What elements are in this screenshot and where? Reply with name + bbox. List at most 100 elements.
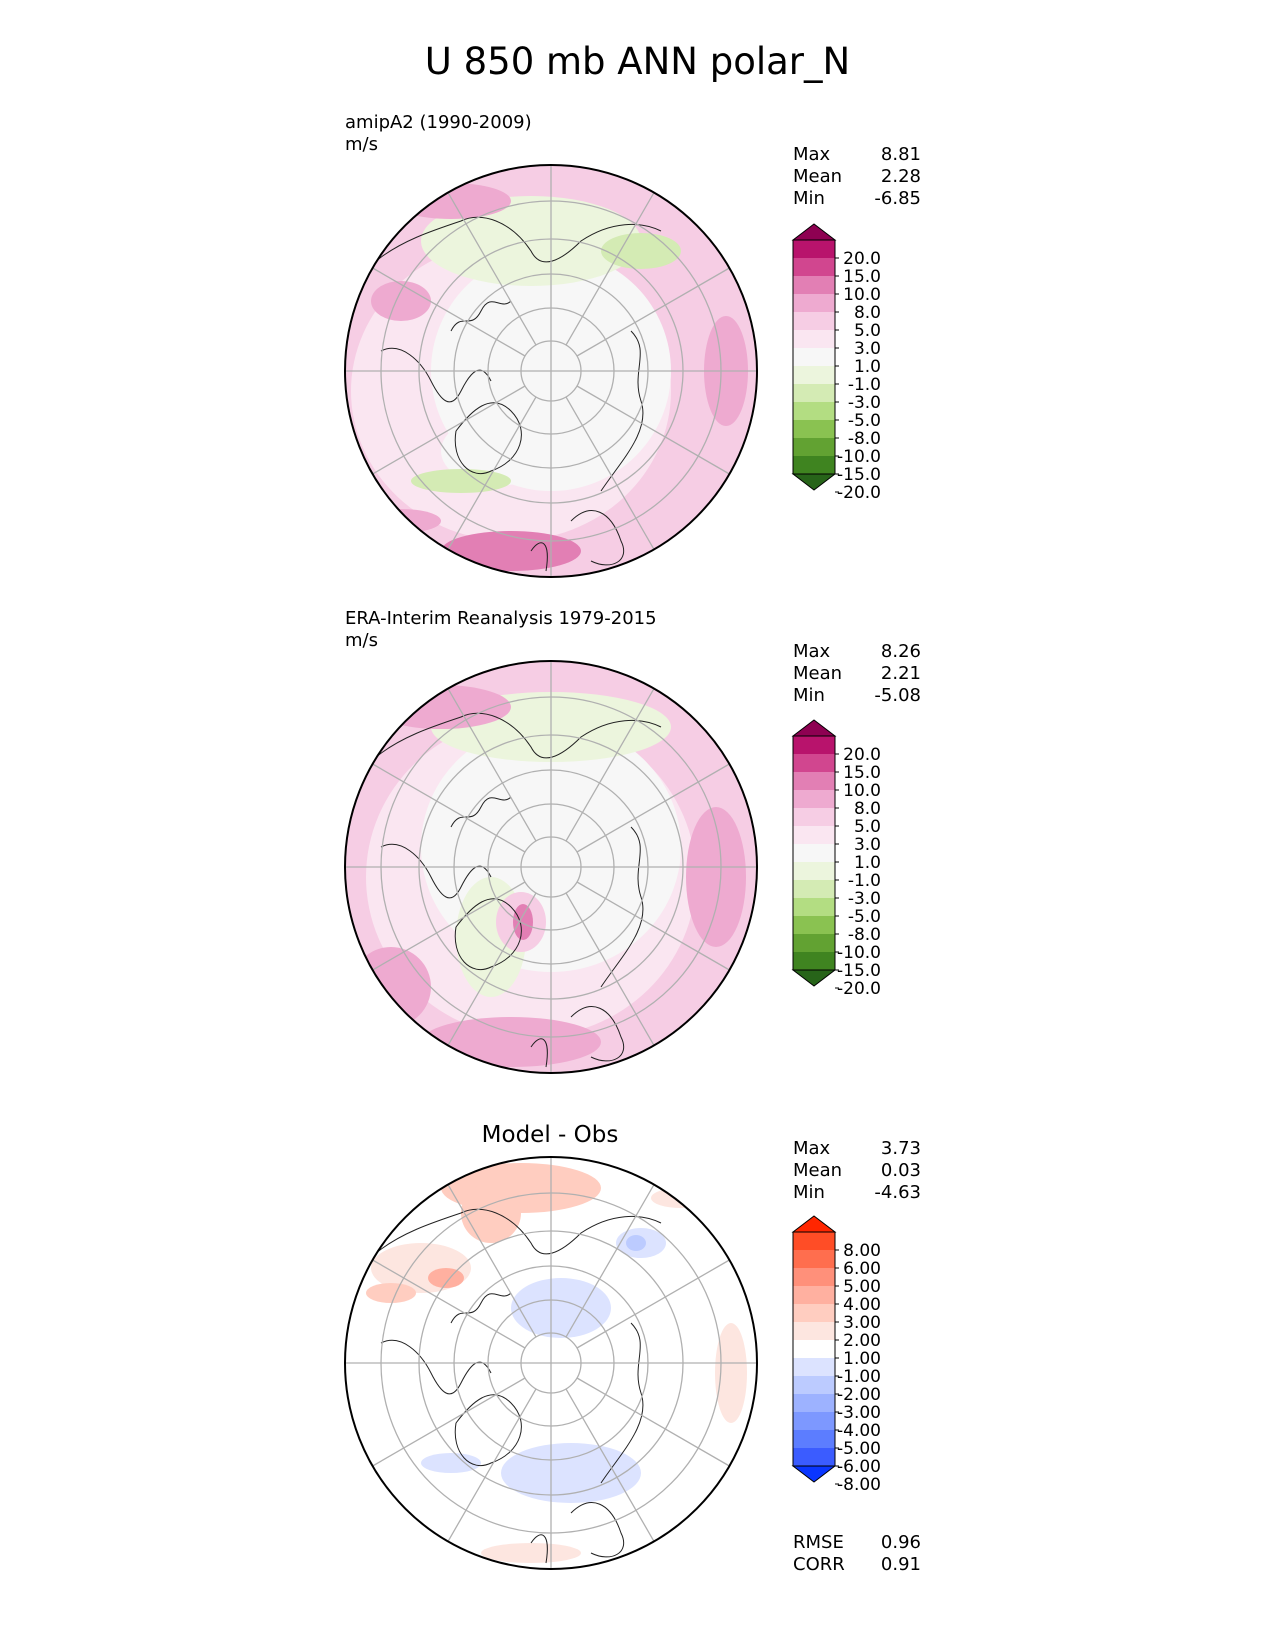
contour-region (651, 1188, 711, 1208)
colorbar-segment (793, 772, 835, 790)
colorbar-tick-label: -8.00 (837, 1475, 881, 1495)
stat-row-min: Min -6.85 (793, 188, 921, 210)
colorbar-segment (793, 384, 835, 402)
meridian-line (447, 688, 537, 842)
meridian-line (576, 1259, 730, 1349)
meridian-line (447, 892, 537, 1046)
contour-region (421, 1453, 481, 1473)
colorbar-segment (793, 1232, 835, 1250)
polar-map-panel-2 (344, 660, 758, 1074)
stat-value: -4.63 (874, 1182, 921, 1203)
colorbar-frame (792, 735, 836, 971)
colorbar-segment (793, 1304, 835, 1322)
coastline (375, 712, 662, 759)
coastline (454, 1394, 522, 1467)
meridian-line (576, 1377, 730, 1467)
colorbar-tick-label: 10.0 (843, 285, 881, 305)
colorbar-tick-label: -4.00 (837, 1421, 881, 1441)
colorbar-segment (793, 330, 835, 348)
map-boundary (344, 164, 758, 578)
colorbar-tick-label: 6.00 (843, 1259, 881, 1279)
contour-region (366, 1283, 416, 1303)
colorbar-segment (793, 826, 835, 844)
meridian-line (576, 881, 730, 971)
colorbar-segment (793, 1322, 835, 1340)
stat-value: 3.73 (880, 1138, 921, 1159)
meridian-line (565, 396, 655, 550)
contour-region (715, 1323, 747, 1423)
meridian-line (372, 763, 526, 853)
colorbar-frame (792, 239, 836, 475)
colorbar-tick-label: 2.00 (843, 1331, 881, 1351)
colorbar-tick-label: -3.00 (837, 1403, 881, 1423)
contour-region (461, 1183, 521, 1243)
meridian-line (372, 1377, 526, 1467)
colorbar-tick-label: 8.0 (854, 303, 881, 323)
stat-row-mean: Mean 2.28 (793, 166, 921, 188)
colorbar-tick-label: -15.0 (837, 465, 881, 485)
panel-1-title: amipA2 (1990-2009) m/s (345, 112, 532, 156)
stat-row-max: Max 8.26 (793, 641, 921, 663)
stat-label: Mean (793, 663, 843, 684)
contour-region (411, 469, 511, 493)
metric-label: RMSE (793, 1532, 844, 1553)
stat-value: 0.03 (880, 1160, 921, 1181)
colorbar-tick-label: -1.00 (837, 1367, 881, 1387)
colorbar-segment (793, 276, 835, 294)
colorbar-segment (793, 294, 835, 312)
metric-value: 0.96 (880, 1532, 921, 1553)
colorbar-segment (793, 1448, 835, 1466)
colorbar-segment (793, 1286, 835, 1304)
stat-row-mean: Mean 0.03 (793, 1160, 921, 1182)
colorbar-tick-label: 15.0 (843, 267, 881, 287)
panel-2-units: m/s (345, 630, 378, 651)
meridian-line (565, 1184, 655, 1338)
panel-3-stats: Max 3.73 Mean 0.03 Min -4.63 (793, 1138, 921, 1204)
colorbar-segment (793, 1376, 835, 1394)
colorbar-extend-max (791, 1215, 837, 1233)
colorbar-segment (793, 258, 835, 276)
colorbar-tick-label: -1.0 (848, 871, 881, 891)
colorbar-segment (793, 402, 835, 420)
colorbar-tick-label: 1.0 (854, 853, 881, 873)
contour-region (441, 531, 581, 571)
stat-label: Min (793, 685, 825, 706)
stat-row-max: Max 8.81 (793, 144, 921, 166)
meridian-line (447, 1184, 537, 1338)
graticule (345, 165, 757, 577)
colorbar-tick-label: 1.0 (854, 357, 881, 377)
meridian-line (565, 892, 655, 1046)
coastline (450, 796, 512, 828)
meridian-line (576, 763, 730, 853)
coastlines (375, 216, 662, 572)
meridian-line (372, 267, 526, 357)
contour-region (511, 1278, 611, 1338)
stat-row-max: Max 3.73 (793, 1138, 921, 1160)
colorbar-extend-max (791, 719, 837, 737)
colorbar-segment (793, 1358, 835, 1376)
coastline (600, 330, 644, 492)
coastline (454, 402, 522, 475)
coastline (454, 898, 522, 971)
colorbar-segment (793, 952, 835, 970)
colorbar-3: 8.006.005.004.003.002.001.00-1.00-2.00-3… (791, 1215, 881, 1495)
stat-row-min: Min -4.63 (793, 1182, 921, 1204)
contour-region (686, 807, 746, 947)
colorbar-segment (793, 312, 835, 330)
colorbar-tick-label: -20.0 (837, 979, 881, 999)
contour-region (513, 904, 533, 940)
panel-3-metrics: RMSE 0.96 CORR 0.91 (793, 1532, 921, 1576)
meridian-line (372, 881, 526, 971)
stat-row-min: Min -5.08 (793, 685, 921, 707)
contour-region (421, 1017, 601, 1067)
coastline (450, 300, 512, 332)
stat-value: 2.21 (880, 663, 921, 684)
coastline (530, 542, 548, 572)
graticule (345, 1157, 757, 1569)
colorbar-tick-label: -10.0 (837, 447, 881, 467)
panel-2-stats: Max 8.26 Mean 2.21 Min -5.08 (793, 641, 921, 707)
stat-value: -6.85 (874, 188, 921, 209)
map-boundary (344, 660, 758, 1074)
stat-value: 8.26 (880, 641, 921, 662)
coastline (600, 1322, 644, 1484)
